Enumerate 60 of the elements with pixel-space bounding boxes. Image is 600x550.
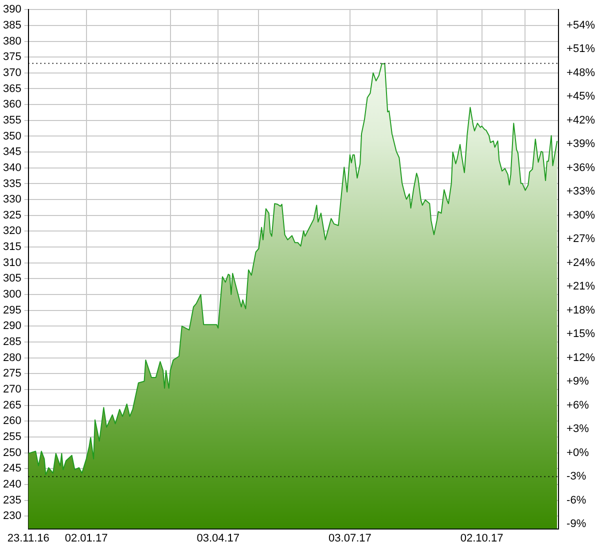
y2-tick-label: +27% [566,233,596,246]
y2-tick-label: +30% [566,209,596,222]
y2-tick-label: -9% [566,518,586,530]
y2-tick-label: -6% [566,494,586,506]
y2-tick-label: +51% [566,43,596,56]
y-tick-label: 365 [2,82,22,95]
y-tick-label: 385 [2,19,22,32]
y-tick-label: 340 [2,162,22,174]
y2-tick-label: +54% [566,19,596,32]
y2-tick-label: +9% [566,376,590,388]
x-tick-label: 23.11.16 [7,532,50,544]
x-tick-label: 03.04.17 [196,532,240,544]
x-tick-label: 03.07.17 [328,532,372,544]
y-tick-label: 390 [2,4,22,16]
y-tick-label: 310 [2,256,22,269]
y-tick-label: 320 [2,225,22,238]
y-tick-label: 285 [2,336,22,348]
y-tick-label: 360 [2,98,22,111]
y-tick-label: 270 [2,384,22,396]
y-tick-label: 295 [2,304,22,316]
y2-tick-label: +12% [566,352,596,364]
y2-tick-label: +15% [566,328,596,340]
y-tick-label: 290 [2,320,22,332]
y-tick-label: 300 [2,288,22,301]
y-tick-label: 280 [2,352,22,364]
y2-tick-label: +45% [566,90,596,103]
y2-tick-label: +3% [566,423,590,436]
y-tick-label: 330 [2,194,22,206]
y2-tick-label: +18% [566,304,596,316]
y2-tick-label: +39% [566,138,596,150]
y2-tick-label: +48% [566,66,596,79]
y-tick-label: 380 [2,35,22,48]
y-tick-label: 230 [2,510,22,522]
y-tick-label: 250 [2,446,22,459]
y-tick-label: 275 [2,368,22,380]
y-tick-label: 325 [2,209,22,222]
y2-tick-label: +33% [566,186,596,198]
y-tick-label: 305 [2,272,22,285]
y-tick-label: 345 [2,146,22,158]
y-tick-label: 265 [2,399,22,412]
y2-tick-label: +21% [566,280,596,293]
x-tick-label: 02.01.17 [64,532,108,544]
y-tick-label: 335 [2,178,22,190]
y2-tick-label: +0% [566,446,590,459]
y2-tick-label: +36% [566,162,596,174]
y-tick-label: 235 [2,494,22,506]
y2-tick-label: +24% [566,256,596,269]
y-tick-label: 315 [2,241,22,254]
y2-tick-label: +42% [566,114,596,126]
y2-tick-label: -3% [566,470,586,483]
y-tick-label: 370 [2,66,22,79]
y-tick-label: 355 [2,114,22,126]
y-tick-label: 350 [2,130,22,142]
y-tick-label: 240 [2,478,22,491]
y2-tick-label: +6% [566,399,590,412]
y-tick-label: 260 [2,415,22,428]
x-tick-label: 02.10.17 [460,532,504,544]
y-tick-label: 375 [2,51,22,64]
y-tick-label: 245 [2,462,22,475]
y-tick-label: 255 [2,431,22,444]
